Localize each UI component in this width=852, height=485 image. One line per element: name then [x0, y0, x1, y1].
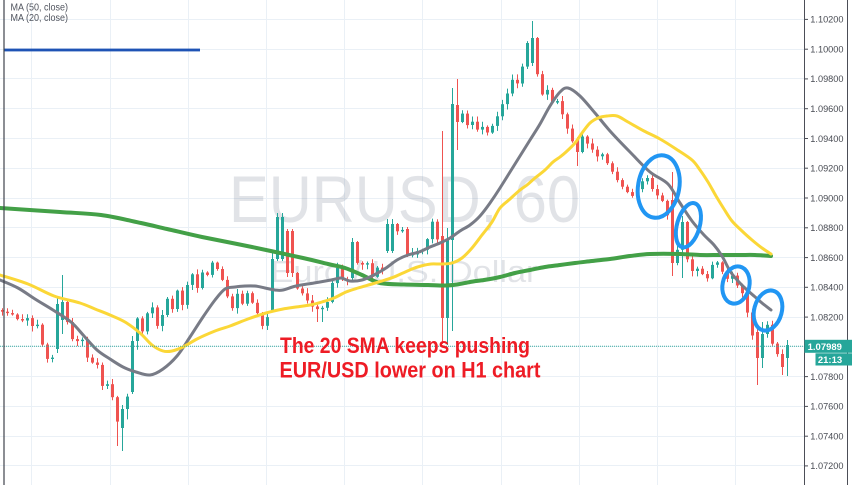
svg-text:1.09400: 1.09400 — [810, 134, 843, 144]
svg-text:1.08400: 1.08400 — [810, 283, 843, 293]
svg-text:1.09600: 1.09600 — [810, 104, 843, 114]
svg-text:EUR/USD lower on H1 chart: EUR/USD lower on H1 chart — [280, 358, 542, 383]
svg-text:1.10000: 1.10000 — [810, 45, 843, 55]
svg-text:The 20 SMA keeps pushing: The 20 SMA keeps pushing — [280, 333, 530, 358]
svg-text:MA (50, close): MA (50, close) — [11, 2, 69, 14]
svg-text:21:13: 21:13 — [818, 355, 842, 366]
svg-text:1.08800: 1.08800 — [810, 223, 843, 233]
svg-text:1.07989: 1.07989 — [808, 342, 842, 353]
svg-text:1.08200: 1.08200 — [810, 312, 843, 322]
svg-text:1.07200: 1.07200 — [810, 461, 843, 471]
svg-text:EURUSD, 60: EURUSD, 60 — [229, 162, 580, 236]
svg-text:1.07400: 1.07400 — [810, 432, 843, 442]
svg-text:1.09800: 1.09800 — [810, 74, 843, 84]
svg-text:1.10200: 1.10200 — [810, 15, 843, 25]
svg-text:MA (20, close): MA (20, close) — [11, 12, 69, 24]
svg-text:1.07600: 1.07600 — [810, 402, 843, 412]
svg-text:1.07800: 1.07800 — [810, 372, 843, 382]
svg-text:1.09200: 1.09200 — [810, 164, 843, 174]
svg-text:1.09000: 1.09000 — [810, 193, 843, 203]
svg-text:1.08600: 1.08600 — [810, 253, 843, 263]
